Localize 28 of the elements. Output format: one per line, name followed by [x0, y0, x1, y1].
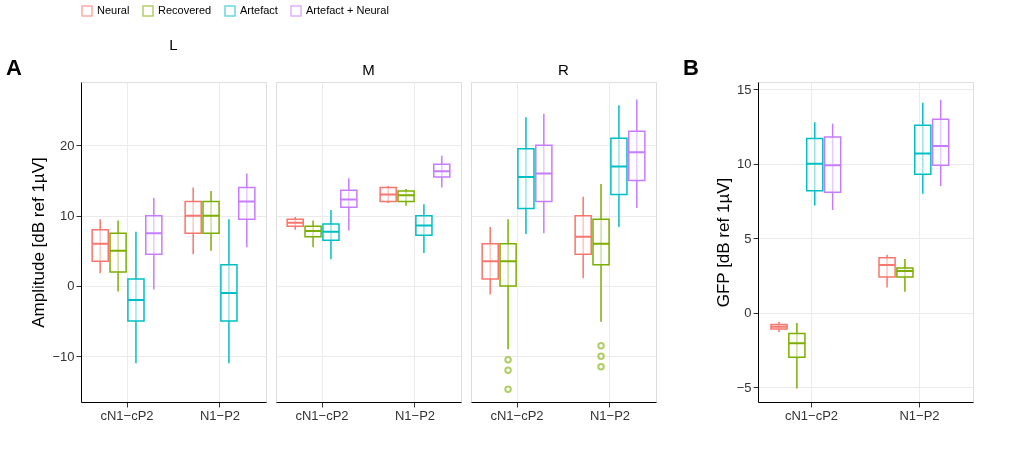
y-axis-title: GFP [dB ref 1µV] [713, 177, 733, 308]
legend-label: Neural [97, 4, 130, 16]
x-tick-label: N1−P2 [394, 407, 436, 423]
text: A [6, 55, 22, 80]
x-tick-label: cN1−cP2 [100, 407, 154, 423]
legend-label: Artefact [240, 4, 278, 16]
chart-title: L [169, 36, 178, 53]
x-tick-label: N1−P2 [589, 407, 631, 423]
x-tick-label: cN1−cP2 [784, 407, 839, 423]
x-tick-label: N1−P2 [199, 407, 241, 423]
y-tick-label: 0 [744, 305, 752, 321]
text: B [683, 55, 699, 80]
y-tick-label: 0 [67, 278, 75, 294]
y-tick-label: −5 [736, 379, 752, 395]
legend-label: Recovered [158, 4, 212, 16]
chart-title: M [362, 61, 375, 78]
x-tick-label: cN1−cP2 [295, 407, 349, 423]
chart-title: R [558, 61, 570, 78]
y-tick-label: 10 [60, 208, 75, 224]
y-axis-title: Amplitude [dB ref 1µV] [29, 157, 49, 328]
legend-label: Artefact + Neural [306, 4, 389, 16]
y-tick-label: −10 [52, 348, 75, 364]
y-tick-label: 15 [737, 81, 752, 97]
y-tick-label: 5 [744, 230, 752, 246]
x-tick-label: cN1−cP2 [490, 407, 544, 423]
y-tick-label: 10 [737, 156, 752, 172]
y-tick-label: 20 [60, 137, 75, 153]
x-tick-label: N1−P2 [899, 407, 940, 423]
